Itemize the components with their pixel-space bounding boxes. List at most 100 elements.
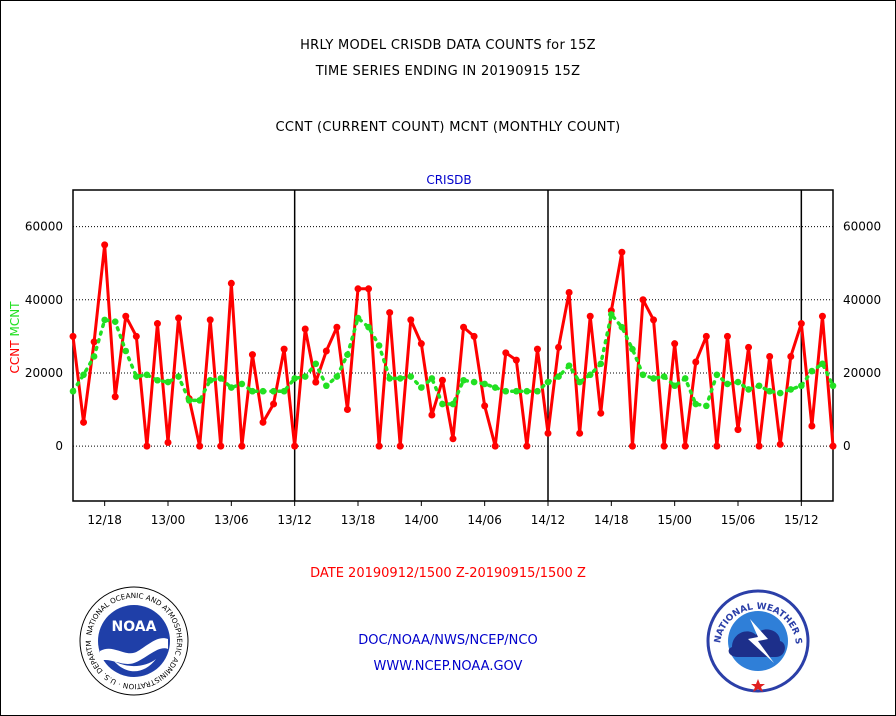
y-axis-label-mcnt: MCNT	[8, 301, 22, 337]
y-axis-label-ccnt: CCNT	[8, 340, 22, 374]
data-point-mcnt	[80, 371, 87, 379]
x-tick-label: 13/18	[341, 513, 376, 527]
series	[69, 241, 837, 450]
data-point-mcnt	[228, 384, 235, 391]
data-point-mcnt	[523, 387, 531, 395]
noaa-logo: NATIONAL OCEANIC AND ATMOSPHERIC ADMINIS…	[79, 586, 189, 696]
data-point-ccnt	[259, 418, 267, 426]
data-point-mcnt	[196, 397, 203, 404]
y-tick-label: 20000	[25, 366, 63, 380]
data-point-mcnt	[734, 378, 742, 386]
data-point-mcnt	[798, 382, 805, 390]
noaa-wave-icon	[114, 659, 156, 672]
data-point-ccnt	[470, 332, 478, 340]
data-point-ccnt	[386, 309, 394, 317]
data-point-ccnt	[808, 422, 816, 430]
data-point-ccnt	[745, 343, 753, 351]
x-tick-label: 15/06	[721, 513, 756, 527]
data-point-mcnt	[713, 371, 721, 379]
data-point-ccnt	[723, 332, 731, 340]
y-tick-label-right: 20000	[843, 366, 881, 380]
data-point-mcnt	[323, 382, 330, 390]
data-point-mcnt	[629, 345, 636, 353]
noaa-text: NOAA	[112, 619, 157, 635]
data-point-mcnt	[386, 375, 393, 382]
data-point-mcnt	[185, 397, 193, 404]
data-point-ccnt	[818, 312, 826, 320]
x-tick-label: 15/12	[784, 513, 819, 527]
data-point-mcnt	[766, 387, 773, 395]
data-point-ccnt	[576, 429, 584, 437]
data-point-mcnt	[354, 314, 362, 322]
data-point-ccnt	[217, 442, 225, 450]
data-point-mcnt	[175, 373, 182, 380]
data-point-ccnt	[365, 285, 373, 293]
series-line-ccnt	[71, 243, 835, 448]
data-point-ccnt	[523, 442, 531, 450]
data-point-ccnt	[248, 351, 256, 359]
data-point-ccnt	[101, 241, 109, 249]
plot-label: CRISDB	[426, 173, 471, 187]
y-tick-label-right: 40000	[843, 293, 881, 307]
data-point-ccnt	[343, 406, 351, 414]
data-point-mcnt	[206, 376, 214, 384]
x-axis-ticks: 12/18 13/00 13/06 13/12 13/18 14/00 14/06 14/12…	[87, 501, 819, 527]
data-point-ccnt	[280, 345, 288, 353]
data-point-ccnt	[417, 340, 425, 348]
data-point-ccnt	[692, 358, 700, 366]
data-point-mcnt	[650, 375, 657, 382]
y-tick-label: 60000	[25, 220, 63, 234]
y-tick-label: 0	[55, 439, 63, 453]
data-point-mcnt	[291, 375, 298, 382]
x-tick-label: 13/06	[214, 513, 249, 527]
chart-title-line1: HRLY MODEL CRISDB DATA COUNTS for 15Z	[300, 38, 596, 53]
data-point-ccnt	[460, 323, 468, 331]
data-point-mcnt	[481, 380, 488, 388]
data-point-ccnt	[671, 340, 679, 348]
nws-lightning-icon	[748, 619, 774, 663]
data-point-mcnt	[544, 378, 552, 386]
data-point-mcnt	[418, 384, 425, 391]
data-point-mcnt	[597, 360, 605, 368]
data-point-mcnt	[69, 387, 77, 395]
y-tick-label-right: 0	[843, 439, 851, 453]
date-range: DATE 20190912/1500 Z-20190915/1500 Z	[310, 566, 586, 581]
data-point-mcnt	[449, 400, 457, 408]
data-point-mcnt	[428, 375, 436, 382]
nws-star-icon	[751, 679, 765, 692]
x-tick-label: 14/12	[531, 513, 566, 527]
chart-subtitle: CCNT (CURRENT COUNT) MCNT (MONTHLY COUNT…	[275, 120, 621, 135]
data-point-mcnt	[639, 371, 647, 379]
data-point-ccnt	[555, 343, 563, 351]
data-point-ccnt	[153, 320, 161, 328]
data-point-mcnt	[301, 373, 309, 380]
data-point-ccnt	[175, 314, 183, 322]
data-point-mcnt	[576, 378, 583, 386]
data-point-ccnt	[291, 442, 299, 450]
noaa-gull-icon	[100, 638, 168, 664]
data-point-mcnt	[671, 382, 678, 390]
data-point-ccnt	[206, 316, 214, 324]
nws-logo: NATIONAL WEATHER SERVICE	[706, 589, 810, 693]
data-point-ccnt	[565, 288, 573, 296]
data-point-mcnt	[555, 373, 562, 380]
data-point-mcnt	[513, 387, 520, 395]
data-point-ccnt	[533, 345, 541, 353]
data-point-mcnt	[111, 318, 119, 326]
data-point-mcnt	[660, 373, 668, 380]
data-point-ccnt	[502, 349, 510, 357]
data-point-mcnt	[534, 387, 541, 395]
data-point-ccnt	[90, 338, 98, 346]
data-point-mcnt	[90, 353, 98, 360]
data-point-mcnt	[344, 351, 351, 358]
data-point-mcnt	[724, 380, 731, 388]
data-point-mcnt	[312, 360, 320, 368]
data-point-ccnt	[491, 442, 499, 450]
data-point-mcnt	[143, 371, 151, 379]
data-point-mcnt	[692, 400, 700, 408]
data-point-ccnt	[322, 347, 330, 355]
data-point-mcnt	[375, 342, 383, 349]
data-point-ccnt	[111, 393, 119, 401]
data-point-ccnt	[597, 409, 605, 417]
